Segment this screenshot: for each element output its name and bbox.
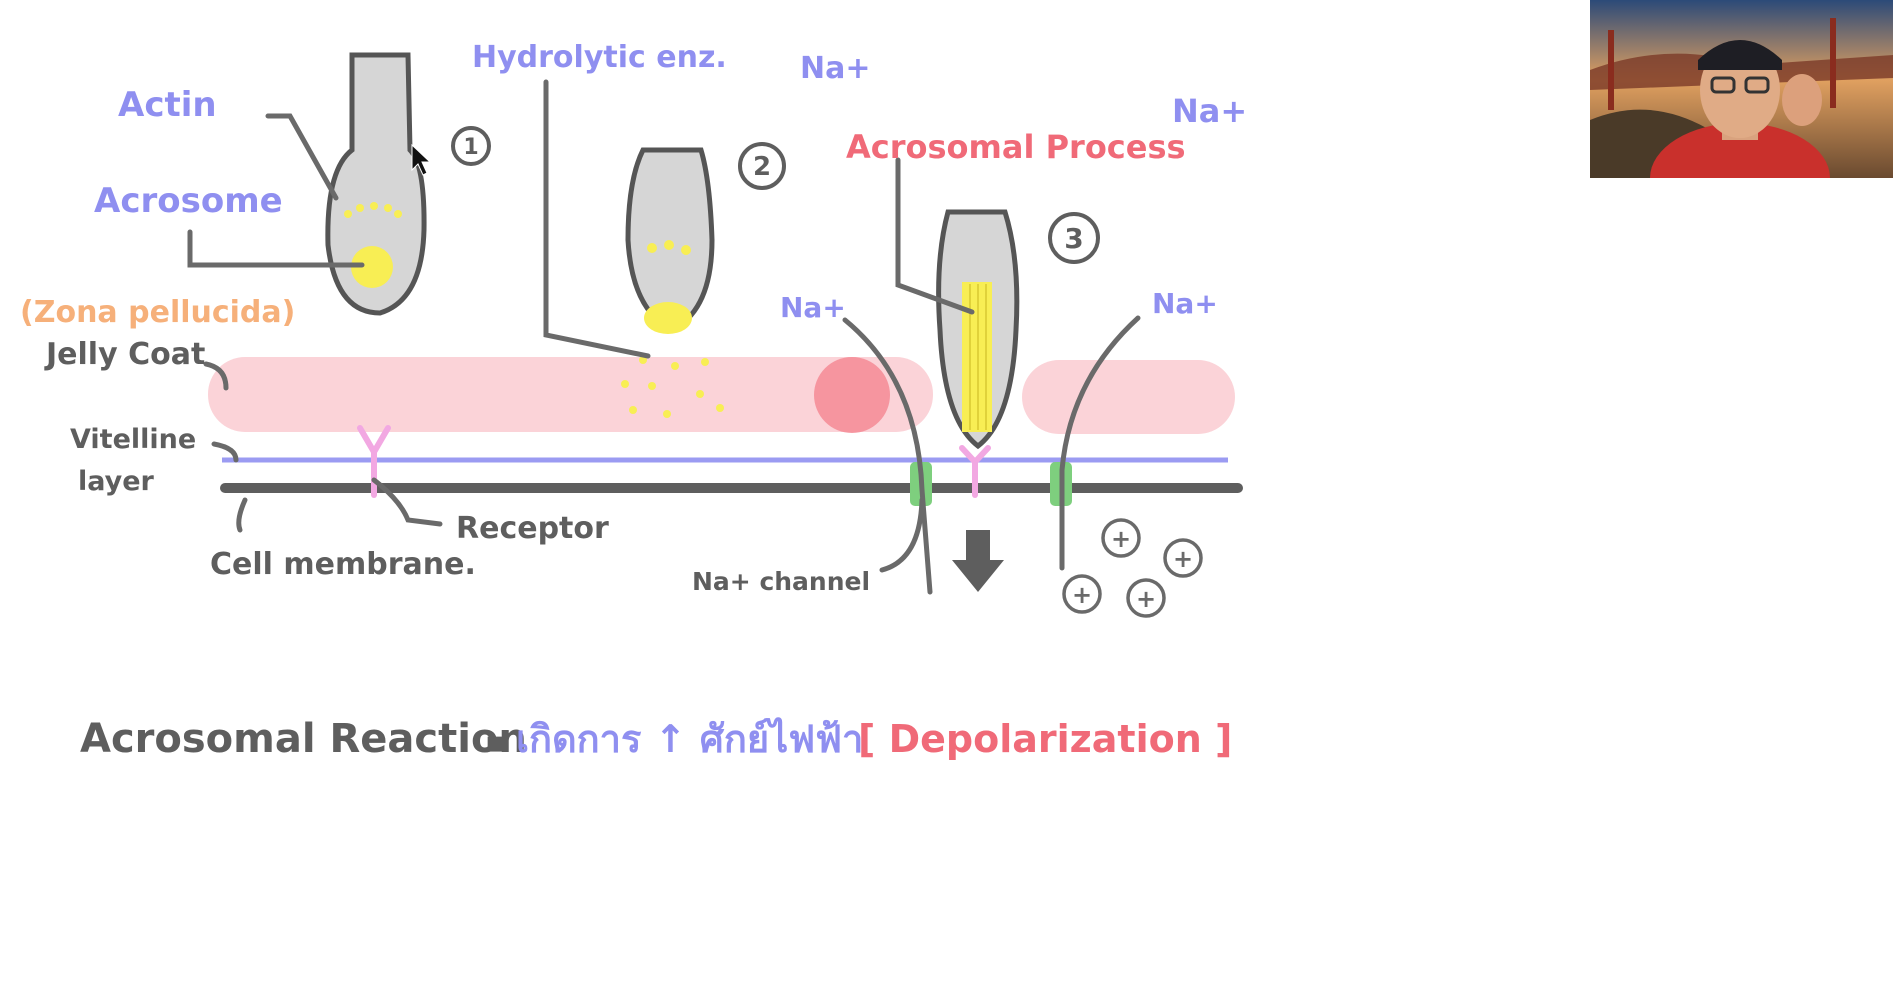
step-3-label: 3 xyxy=(1064,222,1083,255)
jelly-coat-band-right xyxy=(1022,360,1235,434)
acrosome-vesicle xyxy=(351,246,393,288)
cation-plus-signs: + + + + xyxy=(1072,525,1193,613)
step-marker-1 xyxy=(451,126,491,166)
na-label-top-right: Na+ xyxy=(1172,92,1247,130)
pointer-lines xyxy=(187,79,1141,595)
na-label-top-center: Na+ xyxy=(800,51,871,86)
acrosome-release xyxy=(644,302,692,334)
step-2-label: 2 xyxy=(753,152,771,182)
cell-membrane-label: Cell membrane. xyxy=(210,547,476,582)
acrosome-label: Acrosome xyxy=(94,181,283,221)
jelly-coat-band-left xyxy=(208,357,933,432)
plus-sign: + xyxy=(1111,525,1131,553)
footer-thai-text: เกิดการ ↑ ศักย์ไฟฟ้า xyxy=(516,717,863,761)
webcam-overlay xyxy=(1590,0,1893,178)
acrosomal-process-label: Acrosomal Process xyxy=(846,128,1186,166)
footer-title: Acrosomal Reaction xyxy=(80,716,527,762)
vitelline-label-line2: layer xyxy=(78,466,155,497)
plus-sign: + xyxy=(1173,545,1193,573)
sperm-stage-2 xyxy=(625,147,715,334)
step-marker-3 xyxy=(1048,212,1100,264)
receptor-left xyxy=(357,425,391,498)
footer-depolarization: [ Depolarization ] xyxy=(858,717,1232,761)
na-label-left-channel: Na+ xyxy=(780,291,846,324)
cation-group xyxy=(1062,518,1203,618)
receptor-right xyxy=(959,445,991,498)
zona-dissolve-spot xyxy=(814,357,890,433)
jelly-coat-label: Jelly Coat xyxy=(44,337,205,372)
step-marker-2 xyxy=(738,142,786,190)
membrane-arrow xyxy=(952,530,1004,592)
na-channel-label: Na+ channel xyxy=(692,567,870,596)
hydrolytic-enzyme-label: Hydrolytic enz. xyxy=(472,40,727,75)
zona-pellucida-label: (Zona pellucida) xyxy=(20,295,295,330)
actin-label: Actin xyxy=(118,85,217,125)
sperm-stage-1 xyxy=(325,52,427,316)
na-label-right-channel: Na+ xyxy=(1152,287,1218,320)
footer-bullet: ▪ xyxy=(485,725,505,760)
enzyme-dots xyxy=(621,356,724,418)
receptor-label: Receptor xyxy=(456,511,609,546)
plus-sign: + xyxy=(1136,585,1156,613)
step-1-label: 1 xyxy=(463,135,478,160)
plus-sign: + xyxy=(1072,581,1092,609)
presenter-silhouette xyxy=(1650,40,1830,178)
sperm-stage-3 xyxy=(936,209,1020,450)
mouse-cursor-icon xyxy=(411,143,432,176)
vitelline-label-line1: Vitelline xyxy=(70,424,196,455)
